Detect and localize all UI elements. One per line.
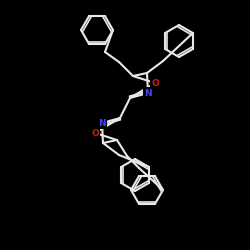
Text: N: N (144, 88, 152, 98)
Text: O: O (151, 78, 159, 88)
Text: O: O (91, 128, 99, 138)
Text: N: N (98, 118, 106, 128)
